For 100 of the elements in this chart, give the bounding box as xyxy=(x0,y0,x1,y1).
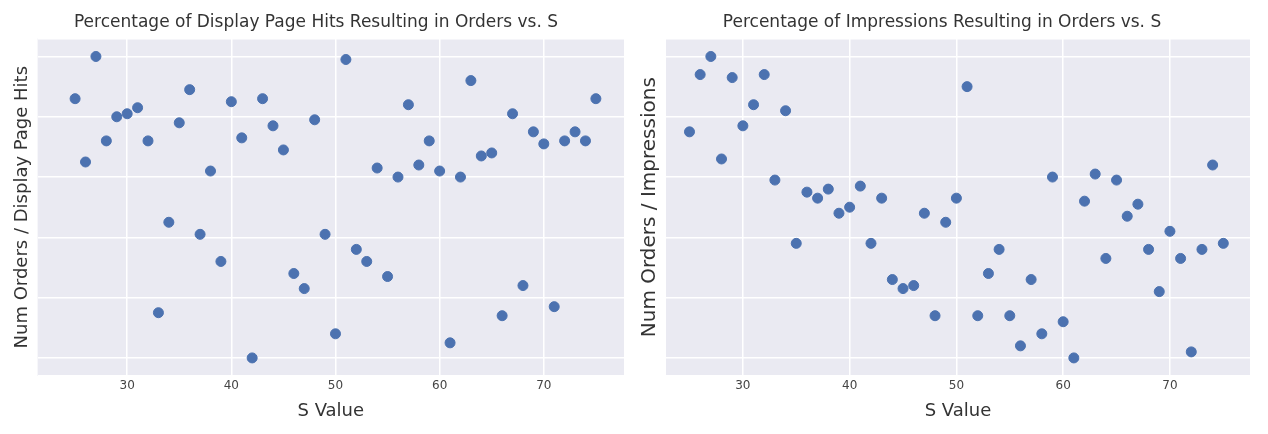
point xyxy=(1164,225,1176,237)
point xyxy=(1153,286,1165,298)
point xyxy=(1057,316,1069,328)
point xyxy=(423,135,435,147)
point xyxy=(402,99,414,111)
point xyxy=(982,268,994,280)
y-axis-title: Num Orders / Impressions xyxy=(636,77,661,338)
point xyxy=(90,50,102,62)
chart-title: Percentage of Impressions Resulting in Orders vs. S xyxy=(722,10,1162,31)
point xyxy=(205,165,216,177)
point xyxy=(559,135,571,147)
point xyxy=(121,108,133,120)
point xyxy=(1196,243,1208,255)
point xyxy=(257,93,269,105)
point xyxy=(329,328,341,340)
point xyxy=(876,192,888,204)
x-tick-label: 60 xyxy=(432,378,448,393)
x-tick-label: 40 xyxy=(841,378,858,393)
point xyxy=(1004,310,1016,322)
point xyxy=(812,192,824,204)
point xyxy=(1014,340,1026,352)
point xyxy=(507,108,519,120)
point xyxy=(298,283,310,295)
point xyxy=(340,54,352,65)
point xyxy=(454,171,466,183)
point xyxy=(726,72,738,84)
point xyxy=(1079,195,1091,207)
point xyxy=(1143,243,1155,255)
point xyxy=(929,310,941,322)
point xyxy=(444,337,456,349)
point xyxy=(780,105,792,117)
x-tick-label: 30 xyxy=(119,378,135,393)
point xyxy=(163,216,175,228)
point xyxy=(413,159,425,171)
point xyxy=(371,162,383,174)
point xyxy=(111,111,123,123)
point xyxy=(972,310,984,322)
point xyxy=(897,283,909,295)
x-tick-label: 70 xyxy=(1162,378,1178,393)
point xyxy=(769,174,781,186)
point xyxy=(517,280,529,292)
point xyxy=(865,237,877,249)
point xyxy=(132,102,144,114)
point xyxy=(486,147,498,159)
point xyxy=(246,352,258,364)
point xyxy=(142,135,154,147)
point xyxy=(1046,171,1058,183)
x-tick-label: 50 xyxy=(327,378,344,393)
point xyxy=(173,117,185,129)
point xyxy=(1111,174,1123,186)
point xyxy=(1089,168,1101,180)
point xyxy=(705,50,717,62)
point xyxy=(854,180,866,192)
point xyxy=(961,81,973,93)
point xyxy=(319,228,331,240)
point xyxy=(194,228,206,240)
point xyxy=(1217,237,1229,249)
point xyxy=(527,126,539,138)
point xyxy=(737,120,749,132)
x-tick-label: 70 xyxy=(536,378,552,393)
point xyxy=(434,165,446,177)
x-axis-title: S Value xyxy=(924,398,992,420)
point xyxy=(548,301,560,313)
point xyxy=(1185,346,1197,358)
point xyxy=(1207,159,1219,171)
point xyxy=(382,271,394,283)
point xyxy=(833,207,845,219)
point xyxy=(277,144,289,156)
point xyxy=(361,255,373,267)
point xyxy=(940,216,952,228)
point xyxy=(267,120,279,132)
point xyxy=(993,243,1005,255)
point xyxy=(1025,274,1037,286)
point xyxy=(80,156,92,168)
point xyxy=(309,114,321,126)
point xyxy=(569,126,581,138)
point xyxy=(538,138,550,150)
point xyxy=(100,135,112,147)
point xyxy=(392,171,404,183)
point xyxy=(1132,198,1144,210)
point xyxy=(225,96,237,108)
point xyxy=(918,207,930,219)
point xyxy=(496,310,508,322)
point xyxy=(579,135,591,147)
point xyxy=(288,268,300,280)
y-axis-title: Num Orders / Display Page Hits xyxy=(10,65,32,349)
point xyxy=(1036,328,1048,340)
x-axis-title: S Value xyxy=(297,398,365,420)
point xyxy=(822,183,834,195)
point xyxy=(683,126,695,138)
point xyxy=(694,69,706,81)
chart-title: Percentage of Display Page Hits Resulting in Orders vs. S xyxy=(73,10,559,31)
point xyxy=(69,93,81,105)
point xyxy=(1175,252,1187,264)
x-tick-label: 30 xyxy=(735,378,751,393)
point xyxy=(475,150,487,162)
point xyxy=(236,132,248,144)
point xyxy=(748,99,760,111)
point xyxy=(716,153,728,165)
point xyxy=(886,274,898,286)
